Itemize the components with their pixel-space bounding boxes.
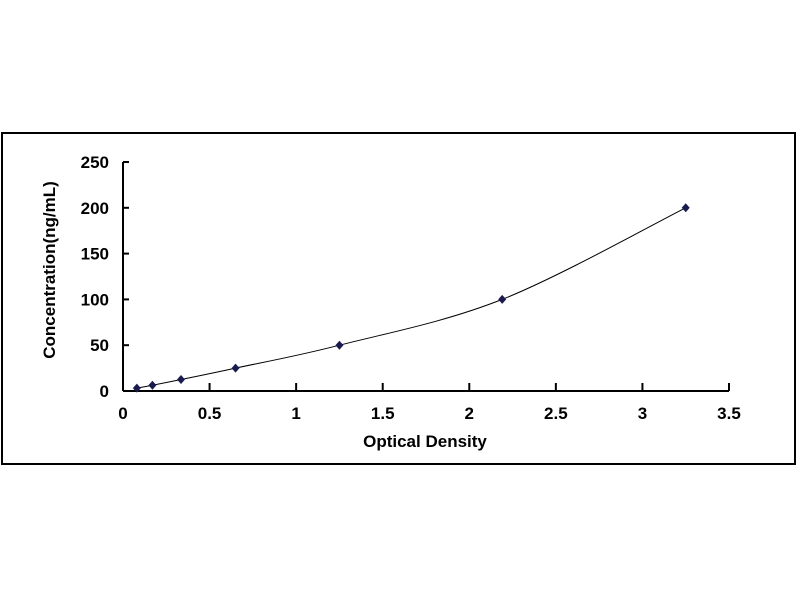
data-point bbox=[498, 294, 507, 304]
x-tick-label: 3 bbox=[638, 404, 647, 423]
tick-labels: 0 0.5 1 1.5 2 2.5 3 3.5 0 50 100 150 200 250 bbox=[81, 153, 741, 423]
y-tick-label: 0 bbox=[100, 382, 109, 401]
y-tick-label: 200 bbox=[81, 199, 109, 218]
chart-frame bbox=[1, 132, 796, 465]
data-point bbox=[681, 203, 690, 213]
fit-curve bbox=[136, 207, 686, 389]
x-tick-label: 0 bbox=[118, 404, 127, 423]
x-tick-label: 0.5 bbox=[198, 404, 222, 423]
data-points bbox=[132, 203, 690, 393]
y-tick-label: 50 bbox=[90, 336, 109, 355]
y-tick-label: 150 bbox=[81, 245, 109, 264]
data-point bbox=[335, 340, 344, 350]
y-tick-label: 250 bbox=[81, 153, 109, 172]
y-axis-label: Concentration(ng/mL) bbox=[40, 181, 59, 359]
x-tick-label: 1 bbox=[291, 404, 300, 423]
data-point bbox=[177, 375, 186, 385]
axes bbox=[122, 161, 730, 392]
x-tick-label: 3.5 bbox=[717, 404, 741, 423]
y-tick-label: 100 bbox=[81, 290, 109, 309]
x-tick-label: 1.5 bbox=[371, 404, 395, 423]
data-point bbox=[132, 383, 141, 393]
data-point bbox=[231, 363, 240, 373]
x-tick-label: 2.5 bbox=[544, 404, 568, 423]
x-axis-label: Optical Density bbox=[363, 432, 487, 451]
data-point bbox=[148, 380, 157, 390]
x-tick-label: 2 bbox=[465, 404, 474, 423]
